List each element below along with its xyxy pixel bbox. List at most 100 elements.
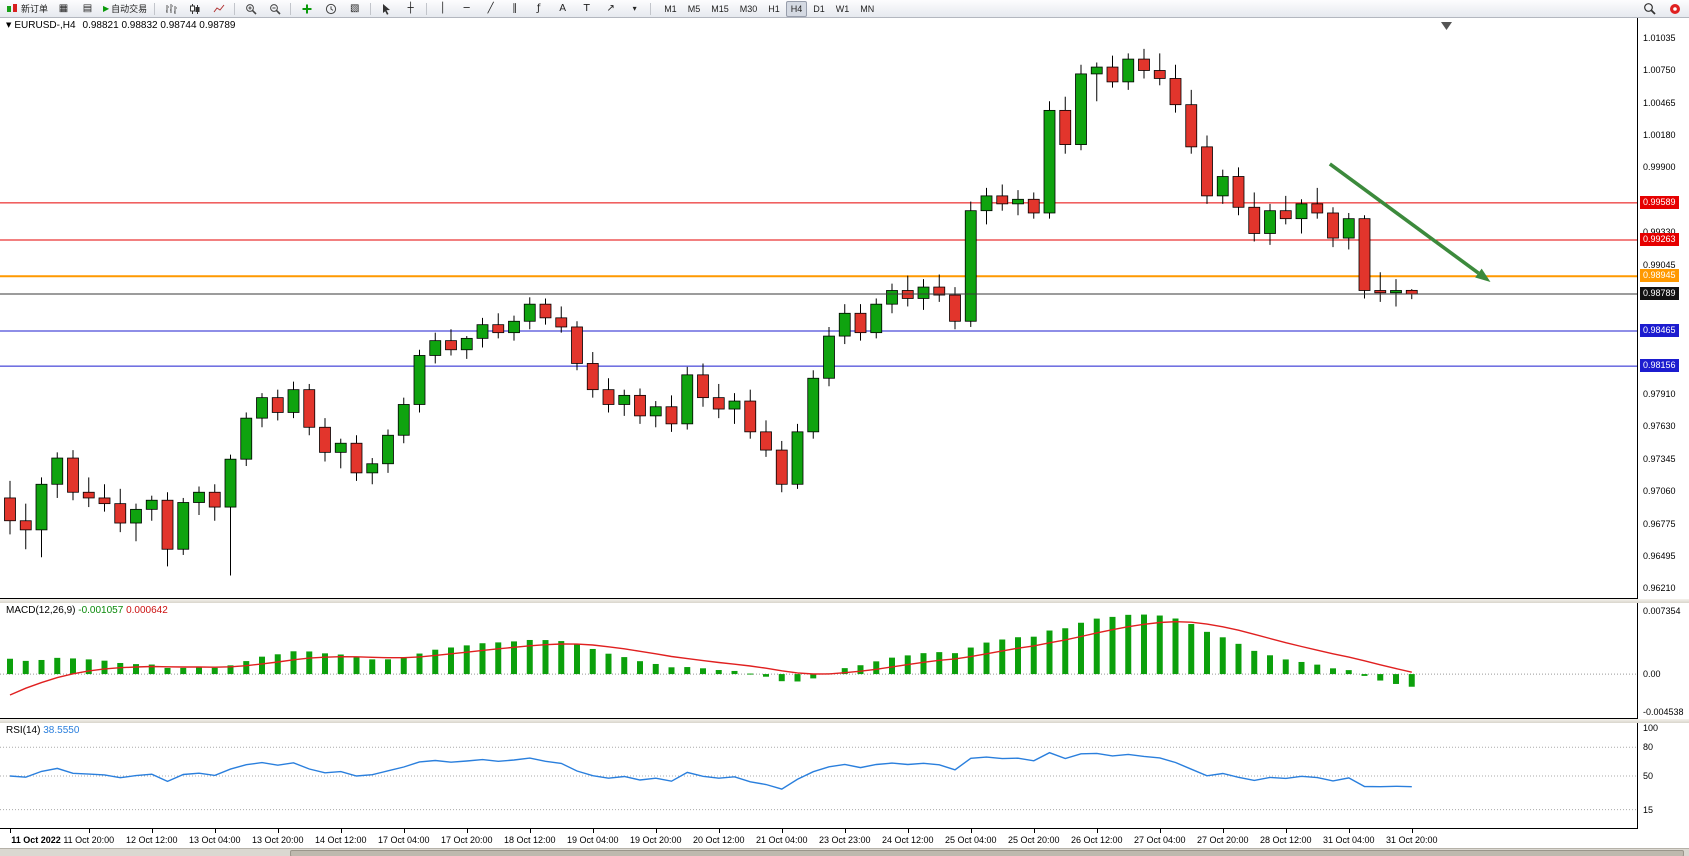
macd-axis-zero: 0.00 xyxy=(1643,669,1661,680)
time-label: 31 Oct 20:00 xyxy=(1385,835,1438,845)
candlestick-chart-button[interactable] xyxy=(183,0,206,17)
arrows-tool-button[interactable]: ↗ xyxy=(599,0,622,17)
time-tick xyxy=(88,829,90,833)
text-icon: A xyxy=(559,2,567,14)
notification-button[interactable] xyxy=(1663,0,1686,17)
search-button[interactable] xyxy=(1638,0,1661,17)
time-tick xyxy=(1285,829,1287,833)
timeframe-button-m5[interactable]: M5 xyxy=(687,3,701,14)
timeframe-button-h1[interactable]: H1 xyxy=(768,3,780,14)
time-tick xyxy=(718,829,720,833)
text-label-button[interactable]: T xyxy=(575,0,598,17)
time-label: 26 Oct 12:00 xyxy=(1070,835,1123,845)
macd-panel: MACD(12,26,9) -0.001057 0.000642 0.00735… xyxy=(0,603,1689,719)
time-tick xyxy=(1222,829,1224,833)
horizontal-line-button[interactable]: ─ xyxy=(455,0,478,17)
notification-badge-icon xyxy=(1669,3,1681,15)
time-label: 12 Oct 12:00 xyxy=(125,835,178,845)
add-indicator-button[interactable] xyxy=(295,0,318,17)
time-label: 24 Oct 12:00 xyxy=(881,835,934,845)
price-tick: 0.99045 xyxy=(1643,259,1676,270)
fibonacci-button[interactable]: ƒ xyxy=(527,0,550,17)
toolbar-separator xyxy=(154,2,156,15)
price-badge: 0.98465 xyxy=(1640,323,1679,337)
chart-shift-marker xyxy=(1441,22,1452,30)
rsi-chart[interactable] xyxy=(0,723,1638,829)
rsi-level-label: 80 xyxy=(1643,742,1654,753)
macd-label: MACD(12,26,9) -0.001057 0.000642 xyxy=(6,605,168,616)
macd-chart[interactable] xyxy=(0,603,1638,719)
trend-arrow-head xyxy=(1475,268,1491,282)
time-tick xyxy=(1411,829,1413,833)
timeframe-button-m30[interactable]: M30 xyxy=(739,3,758,14)
line-chart-button[interactable] xyxy=(207,0,230,17)
auto-trading-button[interactable]: ▶ 自动交易 xyxy=(100,0,150,17)
panel-splitter[interactable] xyxy=(0,719,1689,723)
line-chart-icon xyxy=(213,3,225,15)
price-tick: 0.99330 xyxy=(1643,227,1676,237)
timeframe-button-mn[interactable]: MN xyxy=(860,3,875,14)
trendline-button[interactable]: ╱ xyxy=(479,0,502,17)
timeframe-button-m15[interactable]: M15 xyxy=(711,3,729,14)
macd-axis-min: -0.004538 xyxy=(1643,707,1684,717)
main-chart[interactable] xyxy=(0,18,1638,599)
chart-title: ▼ EURUSD-,H4 0.98821 0.98832 0.98744 0.987… xyxy=(6,20,235,31)
toolbar-separator xyxy=(234,2,236,15)
timeframe-group: M1 M5 M15 M30 H1 H4 D1 W1 MN xyxy=(659,0,879,17)
timeframe-button-h4[interactable]: H4 xyxy=(785,0,808,17)
zoom-in-button[interactable] xyxy=(239,0,262,17)
timeframe-button-m1[interactable]: M1 xyxy=(664,3,677,14)
vertical-line-button[interactable]: │ xyxy=(431,0,454,17)
cursor-button[interactable] xyxy=(375,0,398,17)
price-tick: 0.96210 xyxy=(1643,583,1676,593)
time-label: 25 Oct 04:00 xyxy=(944,835,997,845)
price-tick: 0.96495 xyxy=(1643,550,1676,561)
candlestick-chart-icon xyxy=(189,3,201,15)
scrollbar-thumb[interactable] xyxy=(290,850,1684,856)
chart-expand-icon[interactable]: ▼ xyxy=(6,21,12,29)
price-tick: 0.97345 xyxy=(1643,453,1676,464)
toolbar-separator xyxy=(426,2,428,15)
zoom-in-icon xyxy=(245,3,257,15)
bar-chart-button[interactable] xyxy=(159,0,182,17)
text-button[interactable]: A xyxy=(551,0,574,17)
time-tick xyxy=(655,829,657,833)
time-tick xyxy=(1033,829,1035,833)
time-label: 27 Oct 20:00 xyxy=(1196,835,1249,845)
new-order-button[interactable]: 新订单 xyxy=(3,0,51,17)
price-tick: 0.97060 xyxy=(1643,486,1676,497)
channel-button[interactable]: ∥ xyxy=(503,0,526,17)
time-label: 19 Oct 20:00 xyxy=(629,835,682,845)
charts-tile-button[interactable]: ▦ xyxy=(52,0,75,17)
price-badge: 0.99589 xyxy=(1640,195,1679,209)
data-window-button[interactable]: ▤ xyxy=(76,0,99,17)
symbol-timeframe-label: EURUSD-,H4 xyxy=(14,20,76,31)
period-button[interactable] xyxy=(319,0,342,17)
price-tick: 0.96775 xyxy=(1643,518,1676,529)
timeframe-button-w1[interactable]: W1 xyxy=(835,3,850,14)
time-label: 13 Oct 20:00 xyxy=(251,835,304,845)
crosshair-button[interactable]: ┼ xyxy=(399,0,422,17)
bar-chart-icon xyxy=(165,3,177,15)
candles-layer xyxy=(4,48,1418,576)
time-label: 17 Oct 20:00 xyxy=(440,835,493,845)
macd-histogram xyxy=(7,614,1415,687)
shapes-dropdown-button[interactable]: ▾ xyxy=(623,0,646,17)
panel-splitter[interactable] xyxy=(0,599,1689,603)
time-tick xyxy=(151,829,153,833)
toolbar-separator xyxy=(370,2,372,15)
time-tick xyxy=(844,829,846,833)
price-tick: 1.00750 xyxy=(1643,65,1676,76)
time-tick xyxy=(403,829,405,833)
time-label: 27 Oct 04:00 xyxy=(1133,835,1186,845)
trend-arrow-shaft xyxy=(1328,162,1480,275)
time-label: 28 Oct 12:00 xyxy=(1259,835,1312,845)
price-tick: 0.99900 xyxy=(1643,162,1676,173)
timeframe-button-d1[interactable]: D1 xyxy=(813,3,825,14)
zoom-out-button[interactable] xyxy=(263,0,286,17)
horizontal-scrollbar[interactable] xyxy=(0,848,1689,856)
template-button[interactable]: ▧ xyxy=(343,0,366,17)
time-tick xyxy=(970,829,972,833)
time-axis: 11 Oct 2022 11 Oct 20:00 12 Oct 12:00 13 Oc… xyxy=(0,829,1689,848)
